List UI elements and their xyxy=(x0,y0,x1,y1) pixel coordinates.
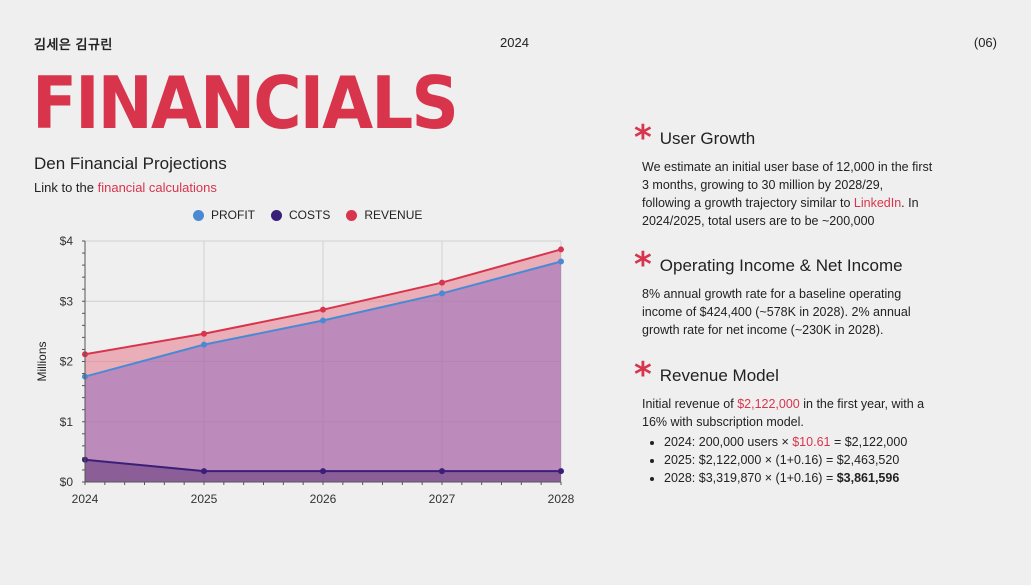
body-text: Initial revenue of xyxy=(642,397,738,411)
highlight-text: $2,122,000 xyxy=(737,397,800,411)
y-tick-label: $3 xyxy=(60,294,74,308)
bullet-list: 2024: 200,000 users × $10.61 = $2,122,00… xyxy=(642,433,934,487)
body-text: We estimate an initial user base of 12,0… xyxy=(642,160,933,210)
x-tick-label: 2028 xyxy=(548,492,575,506)
link-prefix: Link to the xyxy=(34,180,98,195)
section-header: * User Growth xyxy=(634,118,934,158)
body-text: $3,861,596 xyxy=(836,471,900,485)
body-text: 2024: 200,000 users × xyxy=(664,435,793,449)
legend-label: COSTS xyxy=(289,208,331,222)
body-text: in the first year, with a 16% with subsc… xyxy=(642,397,925,429)
point-revenue xyxy=(320,306,326,313)
body-text: . In 2024/2025, total users are to be ~2… xyxy=(642,196,919,228)
asterisk-icon: * xyxy=(634,245,652,285)
legend-item-revenue[interactable]: REVENUE xyxy=(346,208,422,222)
legend-item-profit[interactable]: PROFIT xyxy=(193,208,255,222)
y-tick-label: $0 xyxy=(60,475,74,489)
y-axis-label: Millions xyxy=(35,341,49,381)
section-body: Initial revenue of $2,122,000 in the fir… xyxy=(642,395,934,487)
section-title: User Growth xyxy=(659,129,756,148)
x-tick-label: 2027 xyxy=(429,492,456,506)
bullet-item: 2024: 200,000 users × $10.61 = $2,122,00… xyxy=(664,433,934,451)
point-revenue xyxy=(439,279,445,286)
chart-heading: Den Financial Projections xyxy=(34,154,227,173)
x-tick-label: 2026 xyxy=(310,492,337,506)
year-label: 2024 xyxy=(500,35,529,50)
section-body: 8% annual growth rate for a baseline ope… xyxy=(642,285,934,339)
point-costs xyxy=(320,468,326,475)
body-text: 2025: $2,122,000 × (1+0.16) = $2,463,520 xyxy=(664,453,900,467)
body-text: 8% annual growth rate for a baseline ope… xyxy=(642,287,911,337)
y-tick-label: $4 xyxy=(60,234,74,248)
point-profit xyxy=(558,258,564,265)
point-costs xyxy=(558,468,564,475)
y-tick-label: $1 xyxy=(60,415,74,429)
bullet-item: 2025: $2,122,000 × (1+0.16) = $2,463,520 xyxy=(664,451,934,469)
point-profit xyxy=(320,317,326,324)
body-text: 2028: $3,319,870 × (1+0.16) = xyxy=(664,471,837,485)
asterisk-icon: * xyxy=(634,118,652,158)
point-costs xyxy=(439,468,445,475)
section-paragraph: Initial revenue of $2,122,000 in the fir… xyxy=(642,395,934,431)
y-tick-label: $2 xyxy=(60,355,74,369)
section-header: * Revenue Model xyxy=(634,355,934,395)
link-line: Link to the financial calculations xyxy=(34,180,217,195)
financial-calculations-link[interactable]: financial calculations xyxy=(97,180,217,195)
legend-label: REVENUE xyxy=(364,208,423,222)
author-label: 김세은 김규린 xyxy=(34,37,113,52)
point-revenue xyxy=(201,330,207,337)
point-profit xyxy=(201,341,207,348)
legend-item-costs[interactable]: COSTS xyxy=(271,208,330,222)
highlight-text[interactable]: LinkedIn xyxy=(853,196,902,210)
legend-swatch xyxy=(346,209,358,221)
section-paragraph: We estimate an initial user base of 12,0… xyxy=(642,158,934,230)
page-number: (06) xyxy=(973,35,997,50)
legend-swatch xyxy=(193,209,204,221)
x-tick-label: 2024 xyxy=(72,492,99,506)
chart-legend: PROFIT COSTS REVENUE xyxy=(193,208,422,222)
legend-swatch xyxy=(271,209,282,221)
section-title: Operating Income & Net Income xyxy=(659,256,903,275)
area-costs xyxy=(85,459,561,482)
section-1: * Operating Income & Net Income 8% annual … xyxy=(634,245,934,339)
page-title: FINANCIALS xyxy=(32,61,459,146)
area-profit xyxy=(85,261,561,482)
point-revenue xyxy=(558,246,564,253)
point-profit xyxy=(439,290,445,297)
section-2: * Revenue Model Initial revenue of $2,122,… xyxy=(634,355,934,487)
bullet-item: 2028: $3,319,870 × (1+0.16) = $3,861,596 xyxy=(664,469,934,487)
point-costs xyxy=(201,468,207,475)
section-header: * Operating Income & Net Income xyxy=(634,245,934,285)
asterisk-icon: * xyxy=(634,355,652,395)
section-paragraph: 8% annual growth rate for a baseline ope… xyxy=(642,285,934,339)
section-0: * User Growth We estimate an initial user … xyxy=(634,118,934,230)
legend-label: PROFIT xyxy=(211,208,255,222)
highlight-text: $10.61 xyxy=(792,435,831,449)
section-body: We estimate an initial user base of 12,0… xyxy=(642,158,934,230)
section-title: Revenue Model xyxy=(659,366,779,385)
body-text: = $2,122,000 xyxy=(830,435,908,449)
x-tick-label: 2025 xyxy=(191,492,218,506)
